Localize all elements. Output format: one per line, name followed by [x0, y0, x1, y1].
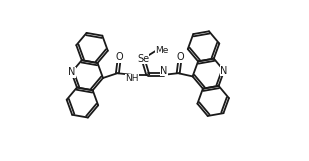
Text: N: N — [160, 66, 167, 76]
Text: O: O — [116, 52, 123, 62]
Text: N: N — [68, 67, 75, 77]
Text: Me: Me — [155, 46, 168, 55]
Text: N: N — [220, 66, 228, 76]
Text: Se: Se — [137, 54, 149, 64]
Text: O: O — [176, 52, 184, 62]
Text: NH: NH — [125, 74, 138, 83]
